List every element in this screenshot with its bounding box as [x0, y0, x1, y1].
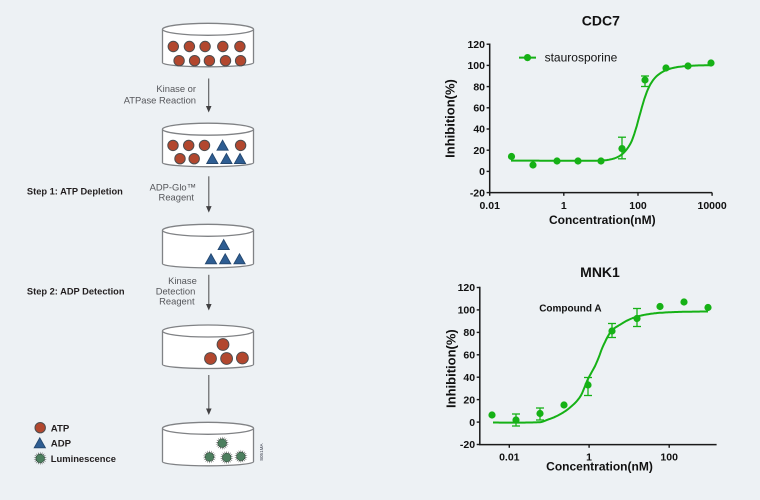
svg-text:Concentration(nM): Concentration(nM)	[549, 213, 656, 227]
svg-text:Detection: Detection	[156, 286, 196, 297]
svg-text:40: 40	[473, 124, 485, 136]
svg-text:Luminescence: Luminescence	[51, 453, 116, 464]
svg-text:Kinase or: Kinase or	[156, 83, 196, 94]
svg-text:staurosporine: staurosporine	[545, 51, 618, 65]
svg-text:Reagent: Reagent	[159, 191, 195, 202]
svg-text:100: 100	[467, 60, 485, 72]
svg-text:Compound A: Compound A	[539, 304, 601, 315]
svg-text:1: 1	[586, 451, 592, 463]
svg-text:80: 80	[473, 81, 485, 93]
svg-text:40: 40	[463, 372, 475, 384]
svg-text:100: 100	[629, 200, 647, 212]
svg-text:Step 1: ATP Depletion: Step 1: ATP Depletion	[27, 187, 123, 197]
svg-text:-20: -20	[470, 187, 485, 199]
svg-text:MNK1: MNK1	[580, 264, 620, 280]
svg-text:CDC7: CDC7	[582, 13, 620, 29]
svg-text:100: 100	[660, 451, 678, 463]
svg-text:120: 120	[467, 39, 485, 51]
svg-text:0: 0	[469, 417, 475, 429]
svg-text:Inhibition(%): Inhibition(%)	[443, 329, 458, 408]
svg-text:100: 100	[458, 305, 476, 317]
svg-text:10000: 10000	[697, 200, 726, 212]
svg-text:60: 60	[463, 350, 475, 362]
svg-text:120: 120	[458, 282, 476, 294]
svg-text:ADP: ADP	[51, 438, 72, 449]
svg-text:0.01: 0.01	[499, 451, 520, 463]
svg-text:-20: -20	[460, 439, 475, 451]
svg-text:20: 20	[463, 394, 475, 406]
svg-text:8051MA: 8051MA	[259, 443, 264, 461]
svg-text:Reagent: Reagent	[159, 295, 195, 306]
svg-text:Concentration(nM): Concentration(nM)	[546, 459, 653, 473]
svg-text:1: 1	[561, 200, 567, 212]
svg-text:0: 0	[479, 166, 485, 178]
svg-text:Kinase: Kinase	[168, 275, 197, 286]
svg-text:ADP-Glo™: ADP-Glo™	[150, 181, 196, 192]
svg-text:ATPase Reaction: ATPase Reaction	[124, 95, 196, 106]
svg-text:0.01: 0.01	[479, 200, 500, 212]
svg-text:20: 20	[473, 145, 485, 157]
svg-text:Step 2: ADP Detection: Step 2: ADP Detection	[27, 287, 125, 297]
svg-text:80: 80	[463, 327, 475, 339]
svg-text:Inhibition(%): Inhibition(%)	[443, 79, 458, 158]
svg-text:ATP: ATP	[51, 423, 70, 434]
svg-text:60: 60	[473, 103, 485, 115]
